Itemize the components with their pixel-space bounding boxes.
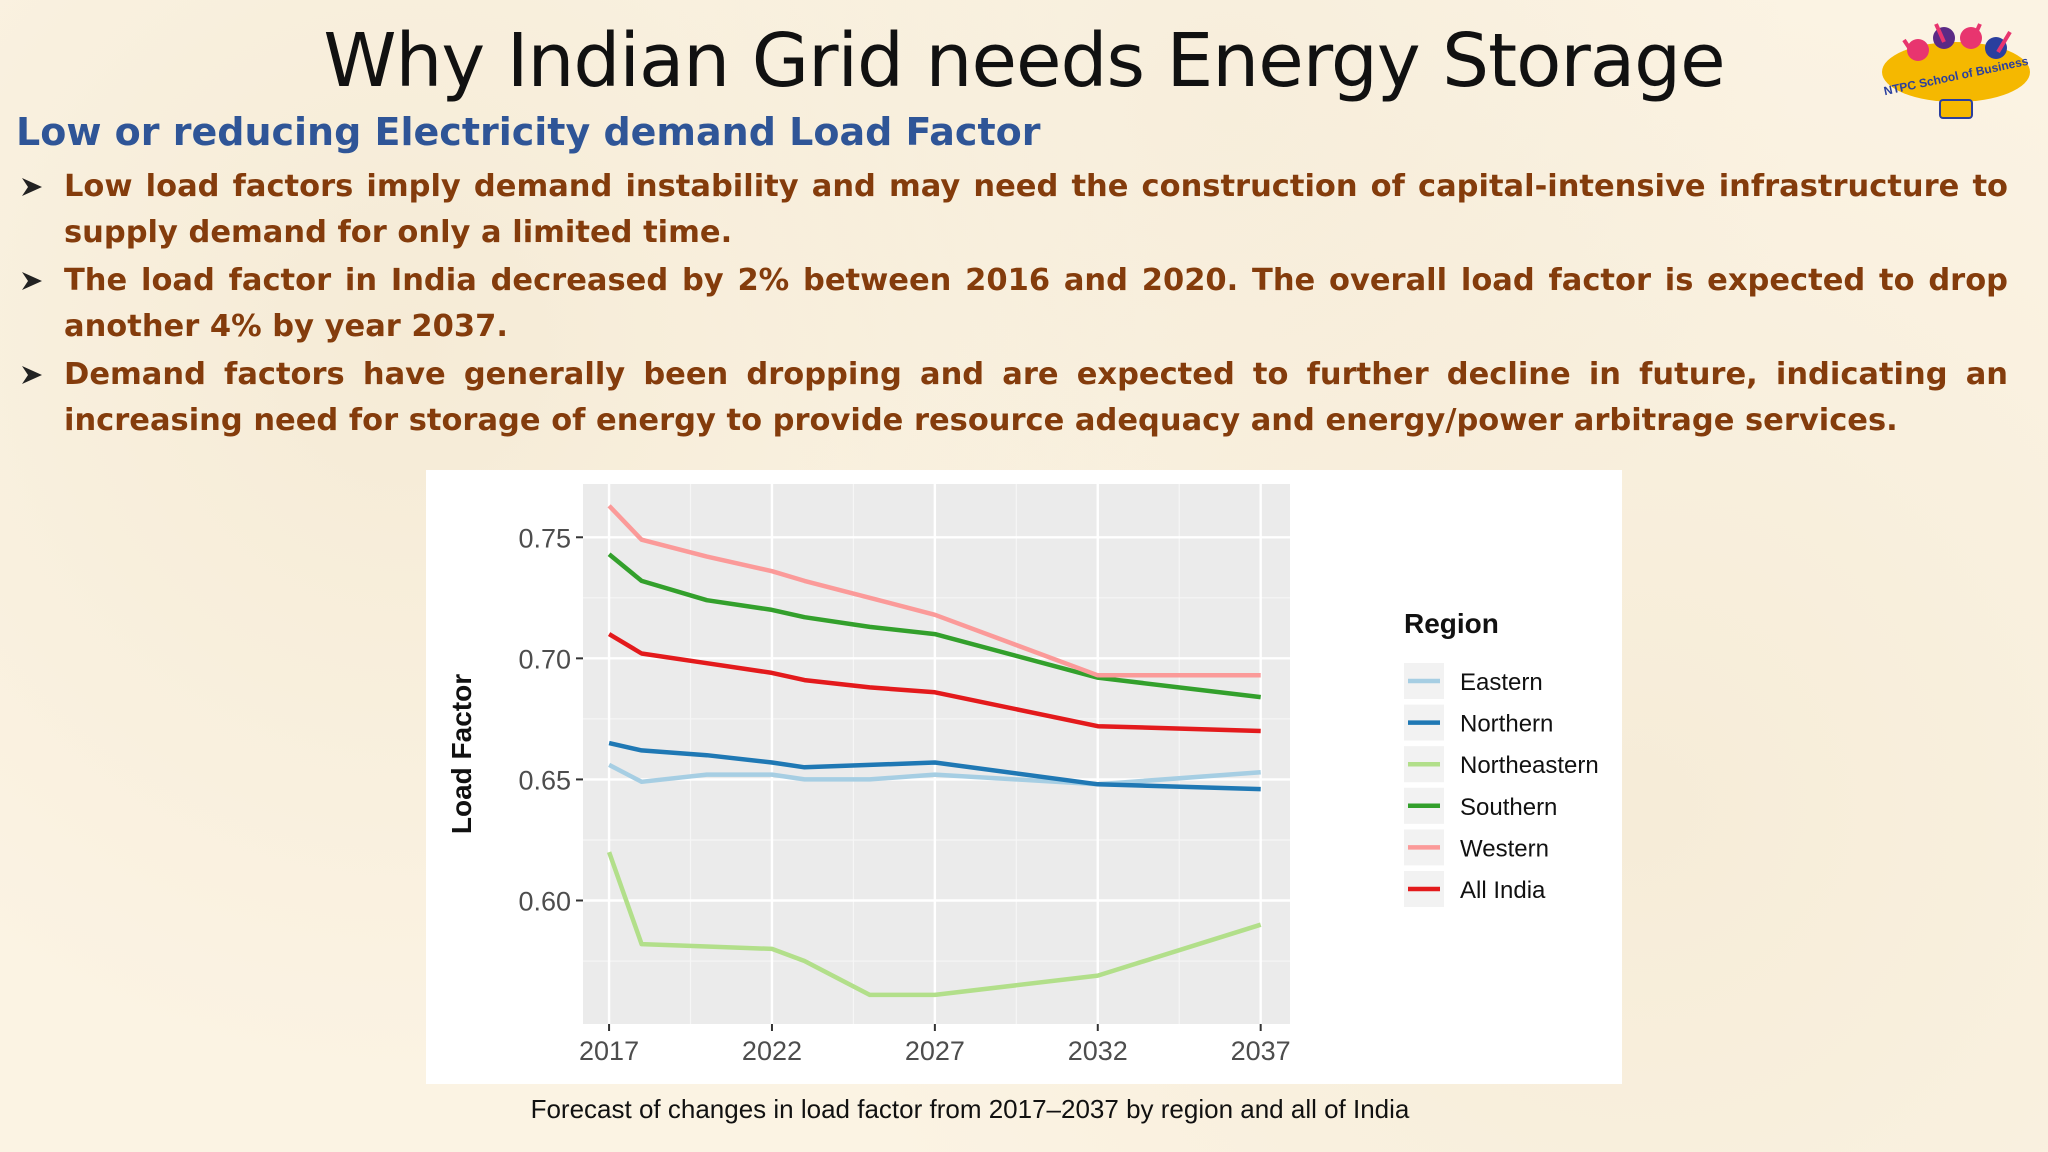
y-axis-label: Load Factor [446, 674, 477, 834]
legend: Region Eastern Northern Northeastern Southe… [1404, 608, 1599, 907]
legend-label: Southern [1460, 794, 1557, 821]
series-lines [606, 504, 1262, 998]
legend-label: All India [1460, 877, 1546, 904]
bullet-text: Demand factors have generally been dropp… [64, 357, 2008, 438]
series-line-eastern [608, 762, 1261, 787]
ntpc-logo-icon: NTPC School of Business [1882, 23, 2030, 119]
bullet-item: The load factor in India decreased by 2%… [16, 258, 2008, 350]
x-tick-label: 2017 [579, 1036, 639, 1066]
legend-label: Eastern [1460, 669, 1543, 696]
series-line-western [607, 504, 1261, 678]
load-factor-chart: 0.60 0.65 0.70 0.75 2017 2022 2027 2032 2037 Loa… [446, 484, 1599, 1066]
x-tick-label: 2032 [1068, 1036, 1128, 1066]
chart-caption: Forecast of changes in load factor from … [530, 1094, 1410, 1124]
arrowhead-bullet-icon [22, 366, 42, 384]
series-line-northern [608, 740, 1261, 792]
bullet-list: Low load factors imply demand instabilit… [16, 164, 2008, 446]
series-line-all-india [607, 632, 1261, 734]
slide-subtitle: Low or reducing Electricity demand Load … [16, 110, 1041, 154]
legend-label: Northeastern [1460, 752, 1599, 779]
slide-title: Why Indian Grid needs Energy Storage [323, 18, 1725, 104]
x-tick-label: 2022 [742, 1036, 802, 1066]
legend-label: Northern [1460, 711, 1553, 738]
legend-title: Region [1404, 608, 1499, 639]
axes: 0.60 0.65 0.70 0.75 2017 2022 2027 2032 2037 [518, 523, 1290, 1066]
series-line-northeastern [606, 851, 1262, 998]
bullet-item: Demand factors have generally been dropp… [16, 352, 2008, 444]
y-tick-label: 0.70 [518, 644, 571, 674]
chart-panel: 0.60 0.65 0.70 0.75 2017 2022 2027 2032 2037 Loa… [426, 470, 1622, 1084]
logo-badge [1939, 99, 1973, 119]
series-line-southern [607, 552, 1261, 700]
arrowhead-bullet-icon [22, 178, 42, 196]
y-tick-label: 0.75 [518, 523, 571, 553]
grid-lines [583, 484, 1290, 1024]
bullet-item: Low load factors imply demand instabilit… [16, 164, 2008, 256]
y-tick-label: 0.60 [518, 887, 571, 917]
y-tick-label: 0.65 [518, 765, 571, 795]
bullet-text: The load factor in India decreased by 2%… [64, 263, 2008, 344]
x-tick-label: 2027 [905, 1036, 965, 1066]
bullet-text: Low load factors imply demand instabilit… [64, 169, 2008, 250]
arrowhead-bullet-icon [22, 272, 42, 290]
legend-label: Western [1460, 835, 1549, 862]
x-tick-label: 2037 [1231, 1036, 1291, 1066]
